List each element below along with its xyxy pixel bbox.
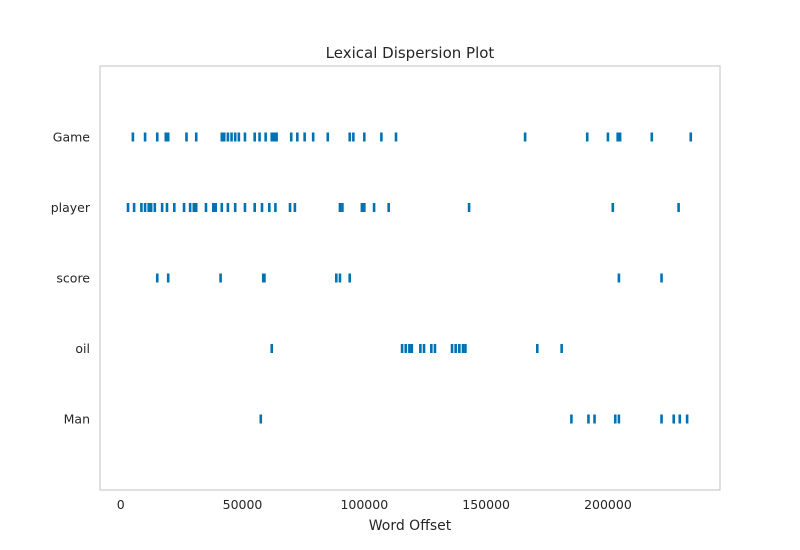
x-tick-label: 150000 [462,497,510,512]
y-tick-label-game: Game [53,130,91,145]
plot-area-frame [99,65,721,491]
x-tick-label: 100000 [340,497,388,512]
y-tick-label-score: score [56,271,90,286]
y-tick-label-player: player [51,200,91,215]
y-tick-label-oil: oil [75,341,90,356]
dispersion-marks [126,132,693,424]
y-tick-labels: Game player score oil Man [51,130,91,427]
x-tick-label: 0 [117,497,125,512]
y-tick-label-man: Man [64,412,90,427]
x-axis-label: Word Offset [369,518,452,534]
x-tick-label: 200000 [584,497,632,512]
x-tick-labels: 0 50000 100000 150000 200000 [117,497,632,512]
chart-title: Lexical Dispersion Plot [326,44,495,62]
x-tick-label: 50000 [223,497,263,512]
